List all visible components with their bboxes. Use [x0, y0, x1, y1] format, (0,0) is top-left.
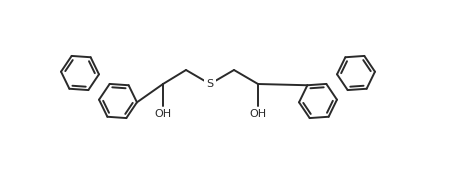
Text: OH: OH	[250, 109, 266, 119]
Text: S: S	[207, 79, 213, 89]
Text: OH: OH	[154, 109, 171, 119]
